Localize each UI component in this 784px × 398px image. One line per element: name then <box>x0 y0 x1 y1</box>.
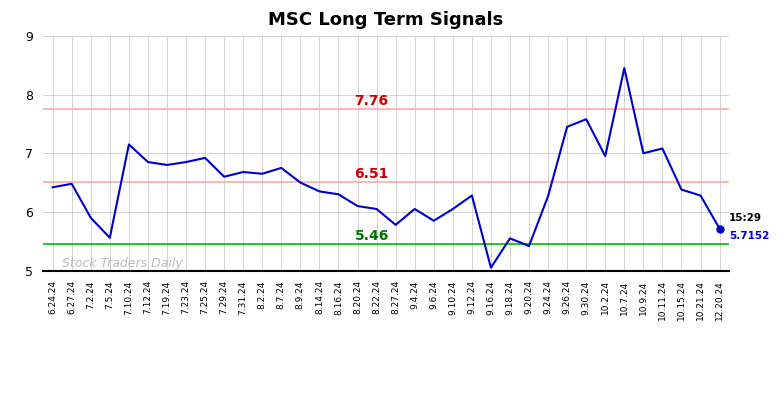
Text: 7.76: 7.76 <box>354 94 389 108</box>
Text: 15:29: 15:29 <box>729 213 762 223</box>
Text: 5.46: 5.46 <box>354 229 389 243</box>
Text: 6.51: 6.51 <box>354 168 389 181</box>
Title: MSC Long Term Signals: MSC Long Term Signals <box>268 11 504 29</box>
Text: 5.7152: 5.7152 <box>729 231 769 241</box>
Text: Stock Traders Daily: Stock Traders Daily <box>62 257 183 269</box>
